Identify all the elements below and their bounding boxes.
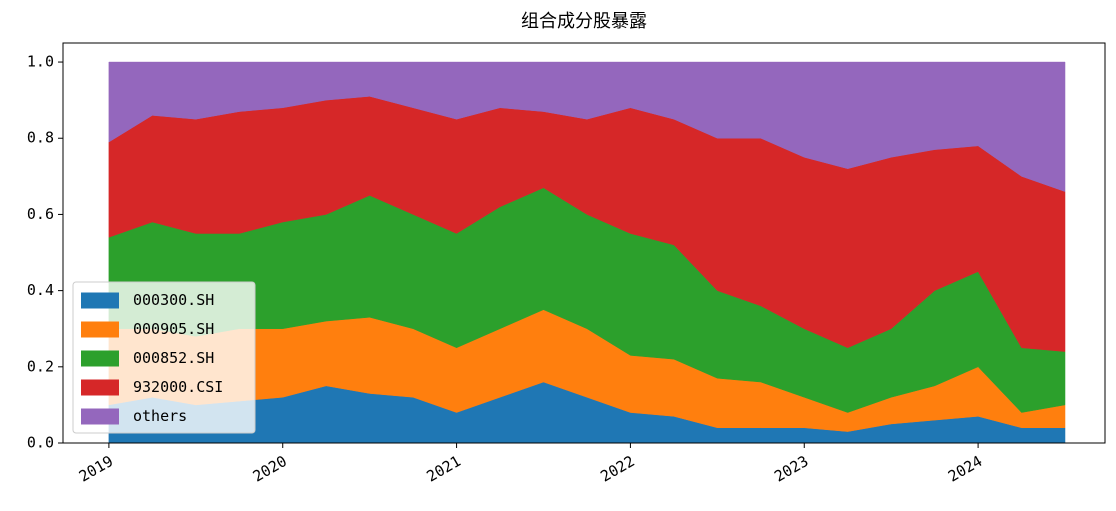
legend-swatch xyxy=(81,350,119,367)
x-tick-label: 2023 xyxy=(771,452,811,486)
y-tick-label: 0.6 xyxy=(27,205,54,223)
y-tick-label: 0.4 xyxy=(27,281,54,299)
y-tick-label: 0.2 xyxy=(27,357,54,375)
x-tick-label: 2019 xyxy=(76,452,116,486)
x-tick-label: 2021 xyxy=(424,452,464,486)
x-tick-label: 2022 xyxy=(597,452,637,486)
legend-swatch xyxy=(81,292,119,309)
legend-swatch xyxy=(81,408,119,425)
legend-swatch xyxy=(81,321,119,338)
y-tick-label: 1.0 xyxy=(27,53,54,71)
legend-label: 000300.SH xyxy=(133,291,214,309)
y-tick-label: 0.0 xyxy=(27,434,54,452)
x-tick-label: 2020 xyxy=(250,452,290,486)
x-tick-label: 2024 xyxy=(945,452,985,486)
axes-frame xyxy=(62,42,1106,444)
legend-label: 000852.SH xyxy=(133,349,214,367)
y-tick-label: 0.8 xyxy=(27,129,54,147)
legend-label: 000905.SH xyxy=(133,320,214,338)
legend-label: 932000.CSI xyxy=(133,378,223,396)
chart-title: 组合成分股暴露 xyxy=(521,11,647,32)
area xyxy=(108,61,1066,192)
legend-swatch xyxy=(81,379,119,396)
legend-label: others xyxy=(133,407,187,425)
